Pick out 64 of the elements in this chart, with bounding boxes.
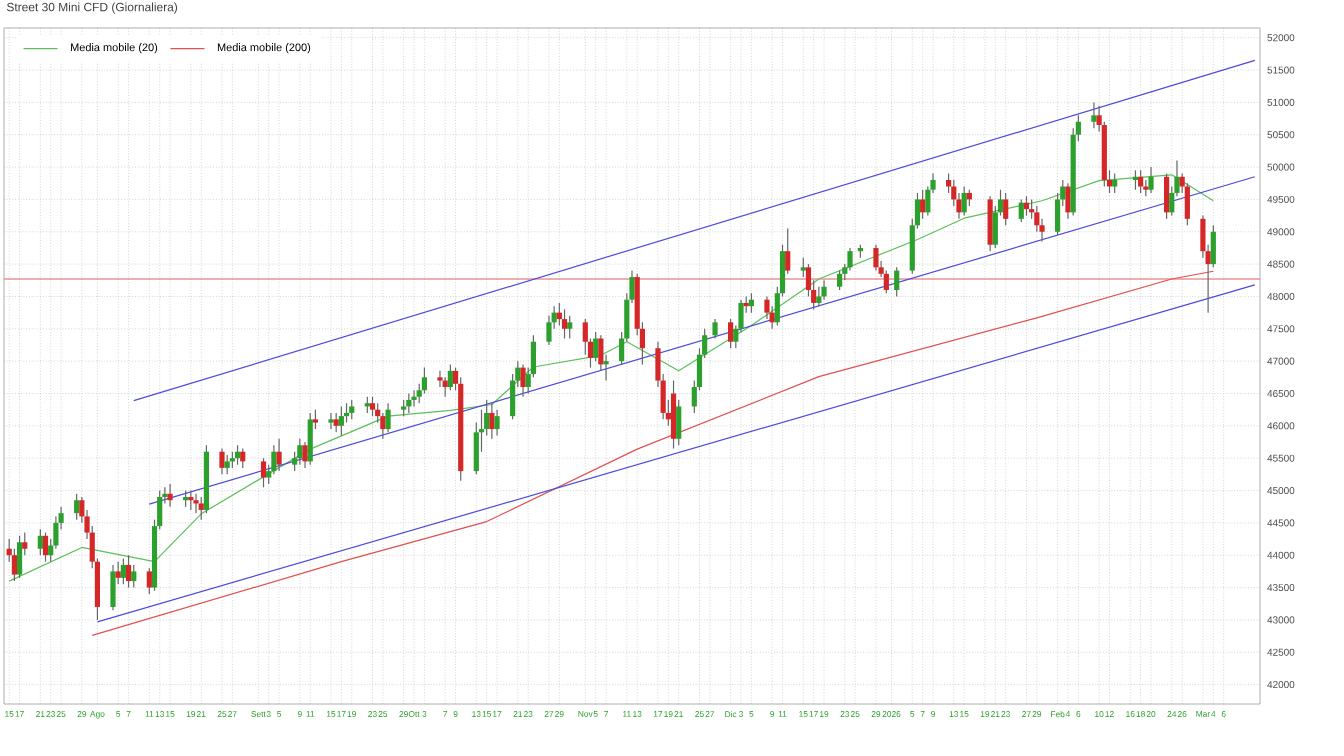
candlestick bbox=[110, 564, 116, 611]
candlestick bbox=[198, 496, 204, 521]
candlestick bbox=[987, 195, 993, 252]
candlestick bbox=[1018, 198, 1024, 223]
candlestick bbox=[670, 379, 677, 450]
candlestick bbox=[1003, 192, 1009, 226]
candlestick bbox=[1091, 101, 1097, 129]
candlestick bbox=[312, 409, 318, 430]
candlestick bbox=[520, 363, 526, 398]
candlestick bbox=[894, 266, 900, 298]
candlestick bbox=[167, 483, 173, 508]
candlestick bbox=[1163, 172, 1170, 220]
candlestick bbox=[385, 402, 391, 433]
candlestick bbox=[1034, 205, 1040, 233]
candlestick bbox=[338, 405, 344, 437]
candlestick bbox=[421, 367, 427, 395]
candlestick bbox=[125, 554, 132, 589]
candlestick bbox=[561, 308, 568, 340]
candlestick bbox=[37, 528, 43, 556]
candlestick bbox=[115, 561, 121, 585]
candlestick bbox=[821, 279, 827, 301]
candlestick bbox=[146, 567, 152, 595]
candlestick bbox=[920, 189, 926, 220]
candlestick bbox=[1184, 182, 1190, 226]
candlestick bbox=[302, 441, 308, 469]
candlestick bbox=[494, 409, 500, 437]
candlestick bbox=[224, 454, 230, 475]
candlestick bbox=[74, 493, 80, 521]
candlestick bbox=[276, 438, 282, 472]
candlestick bbox=[837, 269, 843, 291]
candlestick bbox=[883, 269, 889, 294]
candlestick bbox=[1138, 169, 1144, 194]
candlestick bbox=[328, 412, 334, 430]
candlestick bbox=[307, 412, 313, 466]
candlestick bbox=[131, 564, 137, 589]
candlestick bbox=[1065, 182, 1071, 220]
candlestick bbox=[489, 402, 495, 440]
candlestick bbox=[712, 318, 718, 340]
candlestick bbox=[676, 399, 682, 446]
candlestick bbox=[349, 399, 355, 420]
candlestick bbox=[297, 438, 303, 466]
candlestick bbox=[22, 531, 28, 556]
candlestick bbox=[800, 257, 806, 278]
candlestick bbox=[16, 535, 23, 579]
candlestick bbox=[1148, 166, 1154, 194]
line-series bbox=[8, 174, 1214, 582]
candlestick bbox=[567, 315, 573, 340]
candlestick bbox=[816, 286, 822, 307]
candlestick bbox=[785, 227, 791, 275]
candlestick bbox=[42, 531, 49, 563]
candlestick bbox=[120, 557, 126, 585]
candlestick bbox=[847, 247, 853, 272]
candlestick bbox=[219, 447, 225, 475]
candlestick bbox=[961, 185, 967, 217]
candlestick bbox=[411, 389, 417, 408]
candlestick bbox=[728, 318, 734, 349]
candlestick bbox=[369, 396, 376, 417]
candlestick bbox=[333, 412, 339, 433]
candlestick bbox=[193, 493, 199, 514]
candlestick bbox=[240, 447, 246, 469]
candlestick bbox=[873, 244, 879, 272]
candlestick bbox=[447, 363, 453, 391]
candlestick bbox=[260, 457, 267, 488]
candlestick bbox=[593, 331, 599, 362]
